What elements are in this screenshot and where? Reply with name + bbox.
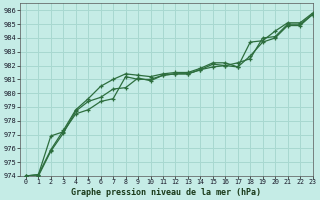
X-axis label: Graphe pression niveau de la mer (hPa): Graphe pression niveau de la mer (hPa) (71, 188, 261, 197)
